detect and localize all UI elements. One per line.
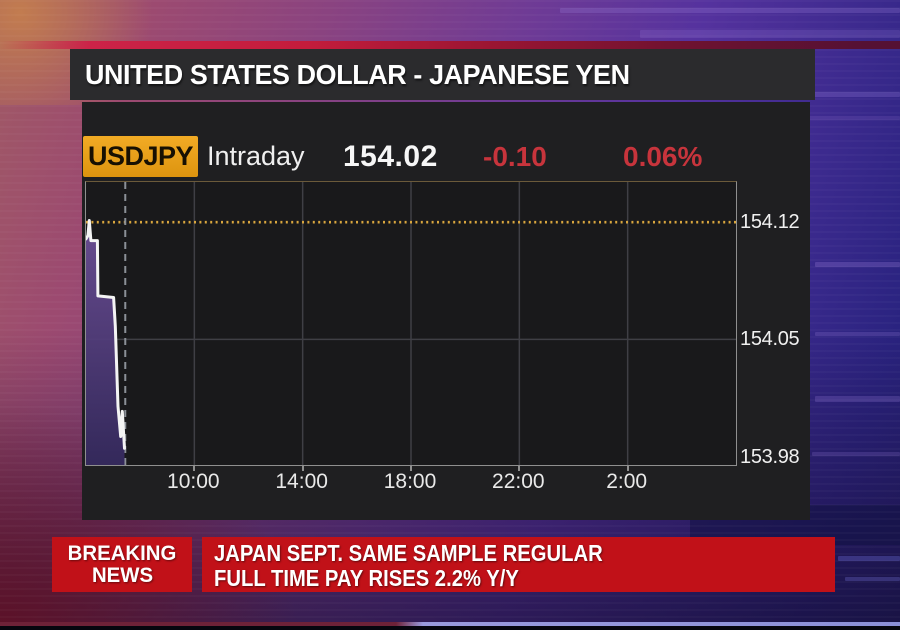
background-streak [560, 8, 900, 13]
background-streak [815, 396, 900, 402]
x-axis-label: 22:00 [492, 470, 545, 493]
y-axis-label: 153.98 [740, 445, 800, 468]
background-streak [815, 332, 900, 336]
price-area-fill [86, 220, 125, 465]
x-axis-tick [193, 466, 196, 471]
bottom-accent-line [0, 622, 900, 626]
last-price: 154.02 [343, 140, 438, 173]
x-axis-label: 2:00 [606, 470, 648, 493]
y-axis-label: 154.12 [740, 211, 800, 234]
background-streak [812, 452, 900, 456]
headline-line2: FULL TIME PAY RISES 2.2% Y/Y [214, 565, 519, 591]
x-axis-tick [301, 466, 304, 471]
background-streak [815, 262, 900, 267]
x-axis-label: 10:00 [167, 470, 220, 493]
red-accent-stripe [0, 41, 900, 49]
ticker-badge: USDJPY [83, 136, 198, 177]
title-bar: UNITED STATES DOLLAR - JAPANESE YEN [70, 49, 815, 100]
x-axis-tick [626, 466, 629, 471]
breaking-news-badge-line1: BREAKING [67, 541, 177, 565]
breaking-news-badge-line2: NEWS [91, 563, 153, 587]
price-chart-svg [86, 182, 736, 465]
x-axis-tick [410, 466, 412, 471]
price-line [86, 219, 126, 450]
x-axis-tick [518, 466, 521, 471]
breaking-news-badge: BREAKING NEWS [52, 537, 192, 592]
price-chart-plot-area [85, 181, 737, 466]
headline-line1: JAPAN SEPT. SAME SAMPLE REGULAR [214, 540, 603, 566]
x-axis-label: 18:00 [383, 470, 437, 493]
background-streak [838, 556, 900, 561]
y-axis-label: 154.05 [740, 328, 800, 351]
bottom-letterbox-bar [0, 626, 900, 630]
range-label: Intraday [207, 141, 305, 171]
price-change: -0.10 [483, 141, 547, 172]
x-axis-label: 14:00 [275, 470, 328, 493]
chart-panel: USDJPY Intraday 154.02 -0.10 0.06% 154.1… [82, 102, 810, 520]
page-title: UNITED STATES DOLLAR - JAPANESE YEN [85, 59, 630, 90]
background-streak [640, 30, 900, 38]
price-change-percent: 0.06% [623, 141, 703, 172]
background-streak [845, 577, 900, 581]
breaking-news-headline: JAPAN SEPT. SAME SAMPLE REGULAR FULL TIM… [202, 537, 835, 592]
